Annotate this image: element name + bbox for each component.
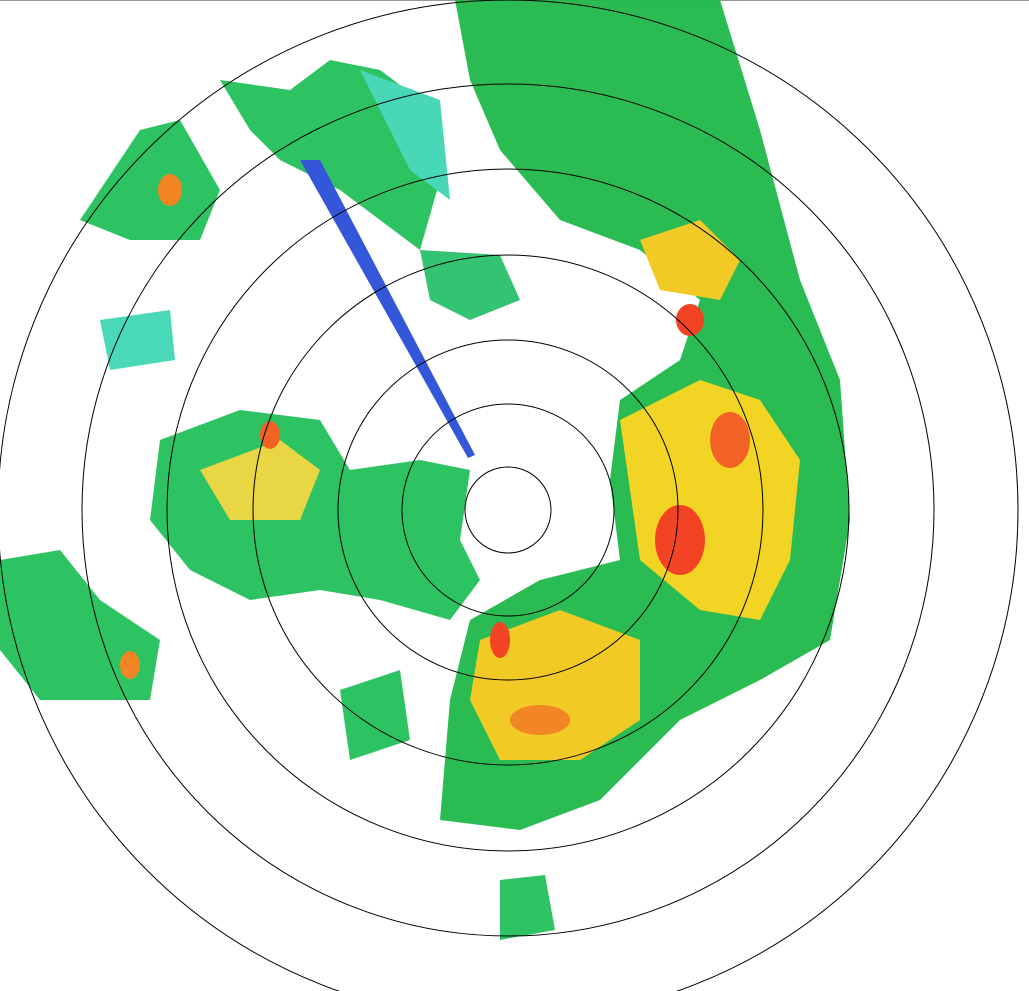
echo-red [655,505,705,575]
echo-green [0,550,160,700]
echo-green [420,250,520,320]
echo-yellow [200,440,320,520]
echo-green [500,875,555,940]
echo-layer [0,0,850,940]
range-ring [166,168,850,852]
echo-red [158,174,182,206]
range-ring [81,83,935,937]
echo-spike [300,160,475,458]
echo-red [710,412,750,468]
echo-red [490,622,510,658]
echo-red [120,651,140,679]
range-ring [252,254,764,766]
range-ring [464,466,552,554]
echo-red [676,304,704,336]
range-ring [337,339,679,681]
echo-red [260,421,280,449]
echo-green [80,120,220,240]
echo-cyan [100,310,175,370]
echo-yellow [640,220,740,300]
range-ring [401,403,615,617]
clear-center [468,460,548,540]
echo-red [510,705,570,735]
